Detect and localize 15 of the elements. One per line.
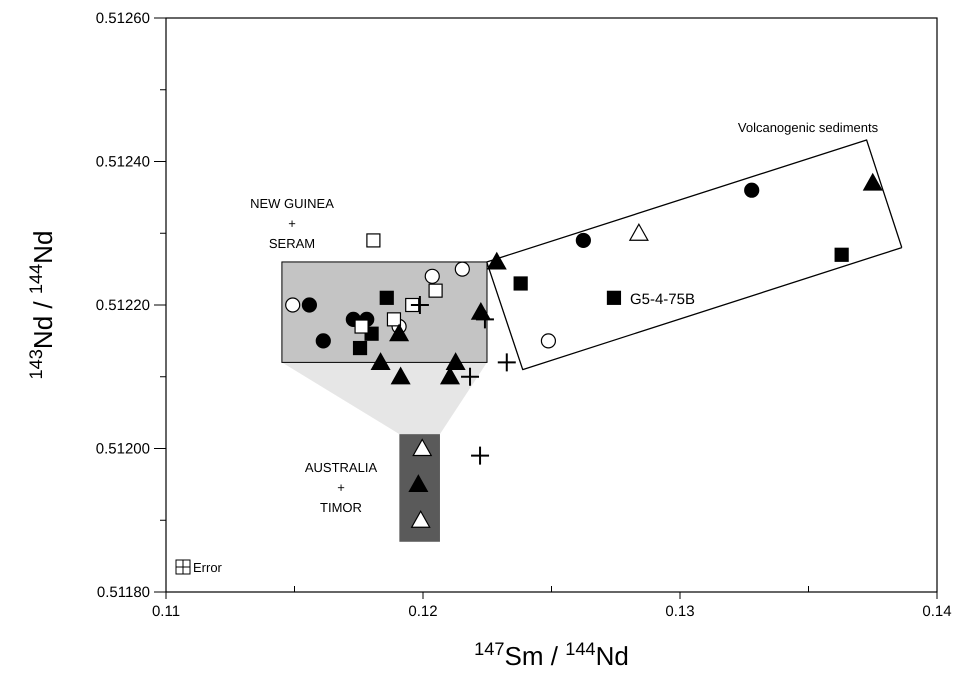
x-tick-label: 0.12 xyxy=(408,603,438,620)
annotation: Error xyxy=(193,560,223,575)
annotation: NEW GUINEA + SERAM xyxy=(250,196,334,251)
annotation: Volcanogenic sediments xyxy=(738,120,879,135)
y-tick-label: 0.51200 xyxy=(96,440,150,458)
y-tick-label: 0.51240 xyxy=(96,154,150,170)
annotation: AUSTRALIA + TIMOR xyxy=(304,460,378,515)
y-tick-label: 0.51220 xyxy=(96,297,150,314)
x-tick-label: 0.13 xyxy=(665,603,695,620)
y-tick-label: 0.51180 xyxy=(96,584,150,601)
annotation: G5-4-75B xyxy=(630,290,695,308)
x-axis-title: $^{147}$Sm / $^{144}$Nd xyxy=(474,639,629,671)
x-tick-label: 0.11 xyxy=(152,603,180,620)
y-tick-label: 0.51260 xyxy=(96,10,150,27)
x-tick-label: 0.14 xyxy=(922,603,952,620)
